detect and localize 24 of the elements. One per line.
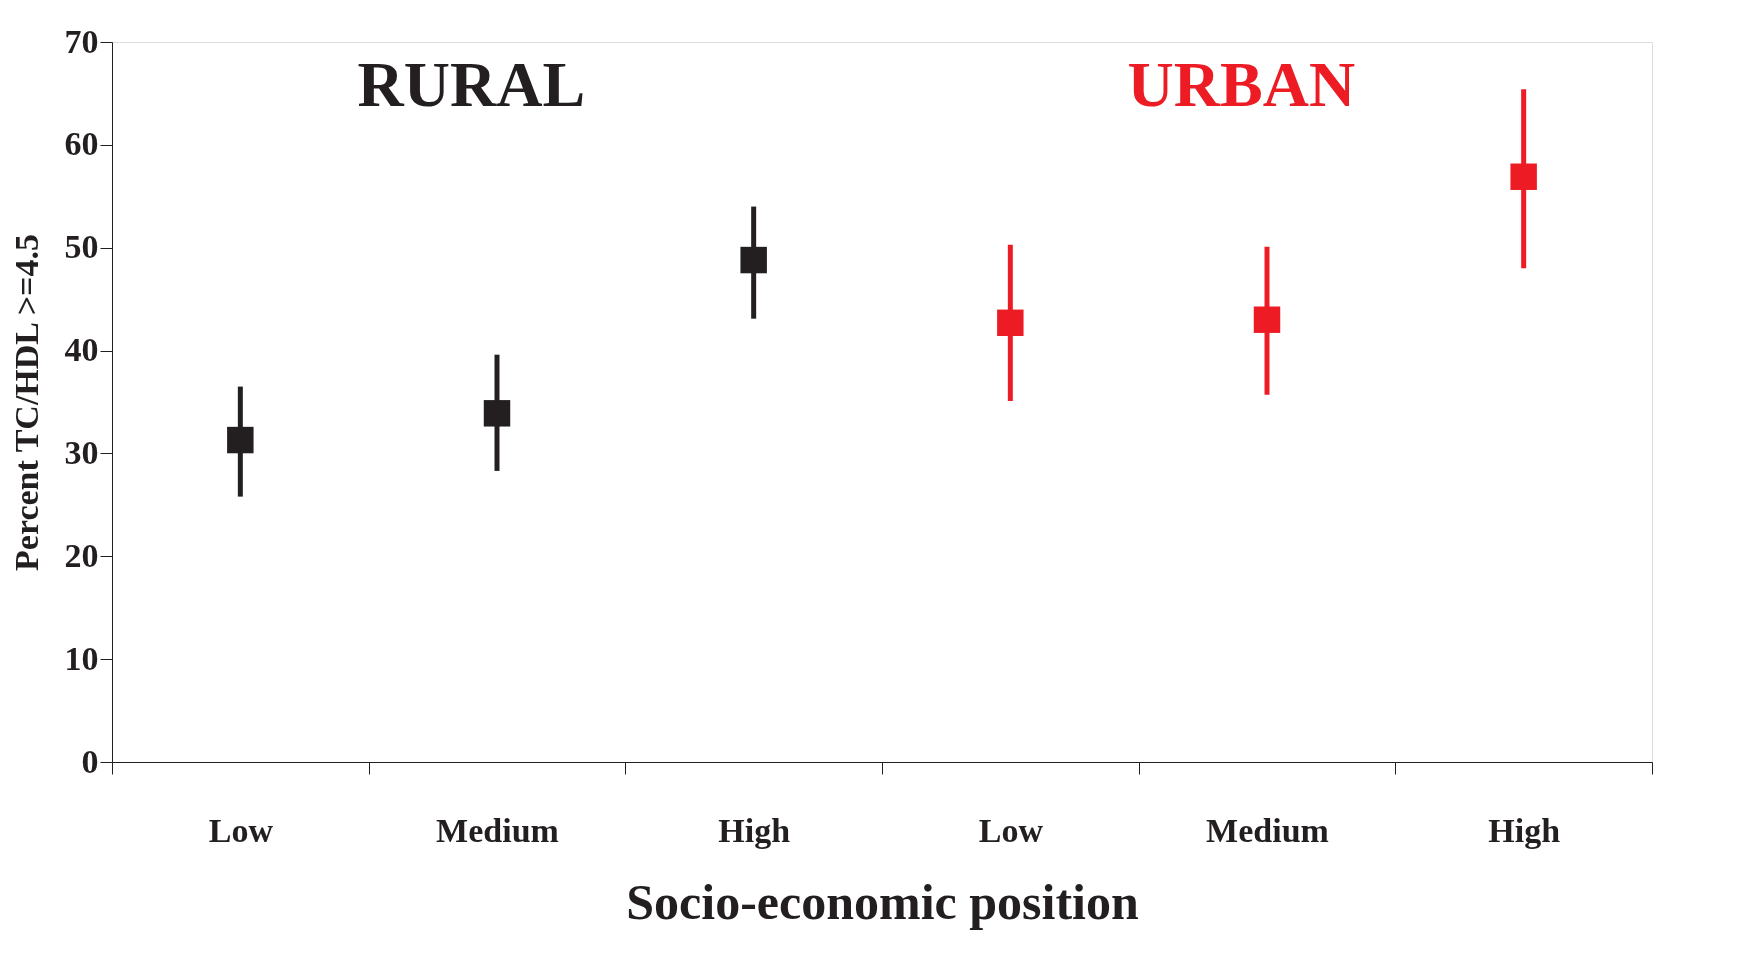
text: URBAN	[1127, 49, 1356, 120]
text: RURAL	[357, 49, 586, 120]
y-tick-label: 20	[64, 536, 99, 574]
x-tick-label: Medium	[1206, 811, 1329, 849]
point	[227, 426, 254, 454]
point	[483, 400, 511, 427]
y-axis-title: Percent TC/HDL >=4.5	[7, 234, 45, 571]
y-tick-label: 60	[64, 125, 99, 163]
x-tick-label: Medium	[436, 811, 559, 849]
point	[1253, 306, 1281, 333]
y-tick-label: 70	[64, 22, 99, 60]
y-tick-label: 0	[81, 742, 99, 780]
point	[740, 246, 767, 274]
point	[1510, 163, 1537, 190]
y-tick-label: 50	[64, 228, 99, 266]
x-tick-label: High	[1488, 811, 1561, 849]
y-tick-label: 30	[64, 433, 99, 471]
x-tick-label: Low	[978, 811, 1044, 849]
y-tick-label: 40	[64, 331, 99, 369]
x-tick-label: Low	[208, 811, 274, 849]
x-tick-label: High	[718, 811, 791, 849]
x-axis-title: Socio-economic position	[626, 873, 1139, 930]
point	[997, 309, 1024, 337]
y-tick-label: 10	[64, 639, 99, 677]
